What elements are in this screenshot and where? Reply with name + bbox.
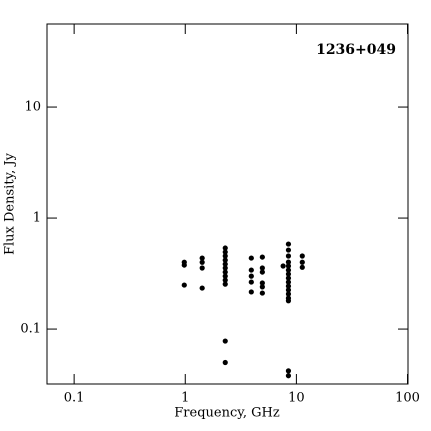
data-point (259, 269, 265, 275)
data-point (285, 368, 292, 374)
x-axis-label: Frequency, GHz (174, 406, 280, 421)
data-point (259, 265, 265, 271)
data-point (285, 291, 292, 297)
y-tick-label: 1 (33, 211, 41, 226)
data-point (285, 298, 292, 304)
data-point (181, 262, 187, 268)
data-point (199, 259, 205, 265)
x-tick-label: 10 (288, 391, 305, 406)
data-point (285, 271, 292, 277)
data-point (285, 275, 292, 281)
data-point (285, 279, 292, 285)
data-point (222, 273, 228, 279)
data-point (248, 289, 254, 295)
data-point (222, 269, 228, 275)
data-point (299, 259, 305, 265)
x-tick-label: 100 (395, 391, 420, 406)
data-point (248, 255, 254, 261)
data-point (259, 280, 265, 286)
data-point (222, 277, 228, 283)
data-point (222, 253, 228, 259)
plot-frame (46, 23, 409, 385)
data-point (259, 284, 265, 290)
data-point (259, 290, 265, 296)
data-point (248, 273, 254, 279)
y-tick-label: 10 (24, 100, 41, 115)
data-point (285, 373, 292, 379)
data-point (280, 263, 286, 269)
data-point (285, 241, 292, 247)
data-point (222, 265, 228, 271)
data-point (299, 253, 305, 259)
data-point (285, 253, 292, 259)
data-point (259, 254, 265, 260)
y-tick-label: 0.1 (20, 322, 41, 337)
data-point (285, 287, 292, 293)
data-point (222, 249, 228, 255)
data-point (199, 285, 205, 291)
data-point (222, 359, 228, 366)
data-point (222, 338, 228, 344)
annotation: 1236+049 (316, 42, 396, 58)
data-point (248, 267, 254, 273)
x-tick-label: 1 (181, 391, 189, 406)
data-point (199, 265, 205, 271)
data-point (285, 263, 292, 269)
data-point (285, 247, 292, 253)
data-point (199, 255, 205, 261)
data-point (222, 261, 228, 267)
x-tick-label: 0.1 (64, 391, 85, 406)
data-point (285, 259, 292, 265)
data-point (222, 245, 228, 251)
data-point (285, 267, 292, 273)
data-point (181, 282, 187, 288)
data-point (222, 281, 228, 287)
data-point (248, 279, 254, 285)
data-point (285, 283, 292, 289)
data-point (299, 264, 305, 270)
data-point (222, 257, 228, 263)
y-axis-label: Flux Density, Jy (3, 152, 18, 255)
